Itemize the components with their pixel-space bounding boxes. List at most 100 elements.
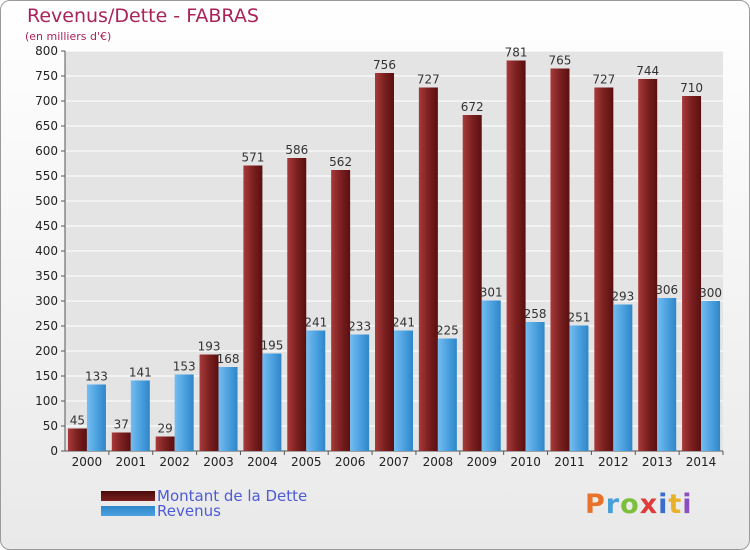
y-tick-label: 100 bbox=[35, 394, 58, 408]
bar-revenus bbox=[437, 338, 457, 451]
legend-swatch-dette bbox=[101, 491, 155, 501]
bar-dette bbox=[331, 170, 351, 451]
y-tick-label: 700 bbox=[35, 94, 58, 108]
logo-letter: x bbox=[639, 489, 659, 520]
bar-revenus bbox=[569, 325, 589, 451]
bar-dette bbox=[550, 68, 570, 451]
data-label-revenus: 293 bbox=[611, 290, 634, 304]
data-label-dette: 562 bbox=[329, 155, 352, 169]
x-tick-label: 2001 bbox=[116, 455, 147, 469]
data-label-revenus: 233 bbox=[348, 320, 371, 334]
y-tick-label: 0 bbox=[50, 444, 58, 458]
y-tick-label: 600 bbox=[35, 144, 58, 158]
data-label-revenus: 251 bbox=[568, 311, 591, 325]
bar-revenus bbox=[613, 304, 633, 451]
data-label-revenus: 258 bbox=[524, 307, 547, 321]
bar-dette bbox=[287, 158, 307, 451]
data-label-revenus: 300 bbox=[699, 286, 722, 300]
x-tick-label: 2010 bbox=[510, 455, 541, 469]
y-tick-label: 750 bbox=[35, 69, 58, 83]
y-tick-label: 550 bbox=[35, 169, 58, 183]
data-label-revenus: 301 bbox=[480, 286, 503, 300]
y-tick-label: 200 bbox=[35, 344, 58, 358]
data-label-revenus: 133 bbox=[85, 370, 108, 384]
data-label-dette: 193 bbox=[198, 340, 221, 354]
logo-letter: r bbox=[605, 489, 621, 520]
data-label-dette: 744 bbox=[636, 64, 659, 78]
x-tick-label: 2011 bbox=[554, 455, 585, 469]
bar-dette bbox=[111, 432, 131, 451]
y-tick-label: 300 bbox=[35, 294, 58, 308]
bar-revenus bbox=[657, 298, 677, 451]
proxiti-logo: Proxiti bbox=[585, 489, 693, 520]
data-label-dette: 45 bbox=[70, 414, 85, 428]
bar-dette bbox=[682, 96, 702, 451]
x-tick-label: 2004 bbox=[247, 455, 278, 469]
bar-revenus bbox=[218, 367, 238, 451]
bar-revenus bbox=[130, 380, 150, 451]
data-label-revenus: 141 bbox=[129, 366, 152, 380]
data-label-revenus: 241 bbox=[392, 316, 415, 330]
data-label-dette: 586 bbox=[285, 143, 308, 157]
y-tick-label: 800 bbox=[35, 44, 58, 58]
bar-dette bbox=[375, 73, 394, 451]
data-label-dette: 710 bbox=[680, 81, 703, 95]
x-tick-label: 2009 bbox=[466, 455, 497, 469]
data-label-revenus: 153 bbox=[173, 360, 196, 374]
bar-dette bbox=[638, 79, 658, 451]
data-label-dette: 672 bbox=[461, 100, 484, 114]
bar-revenus bbox=[701, 301, 721, 451]
bar-dette bbox=[67, 428, 87, 451]
bar-revenus bbox=[306, 330, 326, 451]
bar-dette bbox=[243, 165, 263, 451]
x-tick-label: 2005 bbox=[291, 455, 322, 469]
data-label-dette: 571 bbox=[241, 151, 264, 165]
chart-title: Revenus/Dette - FABRAS bbox=[27, 5, 259, 27]
bar-revenus bbox=[86, 384, 106, 451]
legend-label-revenus: Revenus bbox=[157, 502, 221, 520]
logo-letter: P bbox=[585, 489, 606, 520]
data-label-revenus: 168 bbox=[217, 352, 240, 366]
x-tick-label: 2002 bbox=[159, 455, 190, 469]
bar-dette bbox=[155, 436, 175, 451]
bar-dette bbox=[418, 87, 438, 451]
logo-letter: t bbox=[668, 489, 683, 520]
legend-label-dette: Montant de la Dette bbox=[157, 487, 308, 505]
x-tick-label: 2003 bbox=[203, 455, 234, 469]
y-tick-label: 250 bbox=[35, 319, 58, 333]
x-tick-label: 2008 bbox=[423, 455, 454, 469]
data-label-dette: 756 bbox=[373, 58, 396, 72]
y-tick-label: 50 bbox=[43, 419, 58, 433]
chart-subtitle: (en milliers d'€) bbox=[25, 30, 112, 43]
logo-letter: i bbox=[658, 489, 669, 520]
data-label-dette: 37 bbox=[114, 418, 129, 432]
data-label-dette: 781 bbox=[505, 46, 528, 60]
logo-letter: o bbox=[620, 489, 640, 520]
data-label-revenus: 225 bbox=[436, 324, 459, 338]
bar-dette bbox=[199, 354, 219, 451]
x-tick-label: 2013 bbox=[642, 455, 673, 469]
y-tick-label: 150 bbox=[35, 369, 58, 383]
bar-dette bbox=[594, 87, 614, 451]
y-tick-label: 450 bbox=[35, 219, 58, 233]
y-tick-label: 350 bbox=[35, 269, 58, 283]
bar-revenus bbox=[350, 334, 370, 451]
data-label-dette: 29 bbox=[158, 422, 173, 436]
bar-dette bbox=[506, 60, 526, 451]
x-tick-label: 2014 bbox=[686, 455, 717, 469]
data-label-revenus: 306 bbox=[655, 283, 678, 297]
data-label-dette: 727 bbox=[592, 73, 615, 87]
bar-dette bbox=[462, 115, 482, 451]
x-tick-label: 2012 bbox=[598, 455, 629, 469]
logo-letter: i bbox=[682, 489, 693, 520]
bar-revenus bbox=[174, 374, 194, 451]
data-label-dette: 765 bbox=[549, 54, 572, 68]
y-tick-label: 400 bbox=[35, 244, 58, 258]
x-tick-label: 2000 bbox=[72, 455, 103, 469]
data-label-revenus: 195 bbox=[260, 339, 283, 353]
x-tick-label: 2007 bbox=[379, 455, 410, 469]
data-label-dette: 727 bbox=[417, 73, 440, 87]
x-tick-label: 2006 bbox=[335, 455, 366, 469]
